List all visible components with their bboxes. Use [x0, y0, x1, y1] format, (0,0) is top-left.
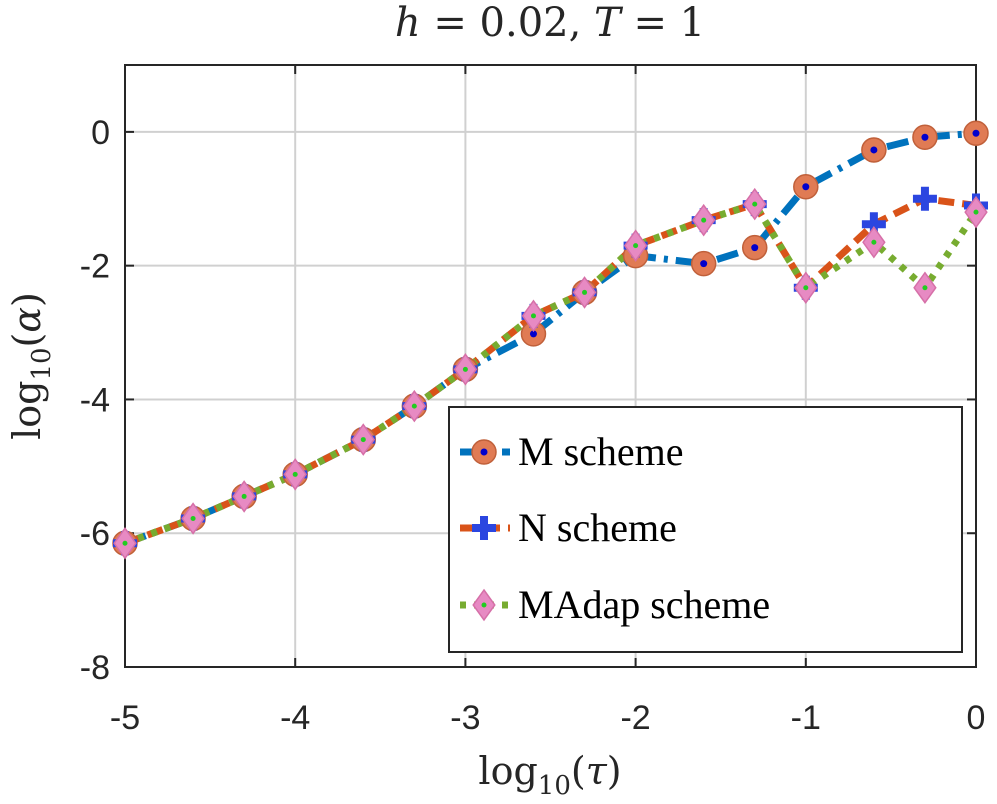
- legend-box: [448, 406, 963, 653]
- series-2-point-center: [190, 516, 196, 522]
- ticks: -5 -4 -3 -2 -1 0 0 -2 -4 -6 -8: [80, 65, 986, 737]
- series-0-point-center: [529, 330, 537, 338]
- series-2-point-center: [530, 313, 536, 319]
- series-line-2: [123, 199, 979, 547]
- chart-title: h = 0.02, T = 1: [395, 0, 705, 46]
- y-tick-label: -2: [80, 248, 110, 286]
- legend-label-2: MAdap scheme: [518, 582, 770, 627]
- series-2-point-center: [122, 540, 128, 546]
- series-2-point-center: [633, 243, 639, 249]
- legend-label-0: M scheme: [518, 429, 684, 474]
- series-line-0: [123, 129, 977, 547]
- series-0-point-center: [870, 146, 878, 154]
- y-tick-label: 0: [91, 114, 110, 152]
- x-tick-label: -3: [450, 699, 480, 737]
- legend-label-1: N scheme: [518, 505, 677, 550]
- series-2-point-center: [462, 366, 468, 372]
- series-1-point: [912, 186, 937, 211]
- x-tick-label: -4: [280, 699, 310, 737]
- x-tick-label: -1: [791, 699, 821, 737]
- series-1-point: [861, 212, 886, 237]
- legend-marker-1: [472, 516, 496, 540]
- series-2-point-center: [360, 437, 366, 443]
- x-tick-label: 0: [967, 699, 986, 737]
- series-2-point-center: [701, 217, 707, 223]
- legend: M scheme N scheme MAdap scheme: [448, 406, 963, 653]
- series-0-point-center: [802, 183, 810, 191]
- y-tick-label: -6: [80, 515, 110, 553]
- series-2-point-center: [582, 289, 588, 295]
- series-0-point-center: [751, 244, 759, 252]
- series-2-point-center: [411, 403, 417, 409]
- x-axis-label: log10(τ): [478, 749, 621, 801]
- legend-marker-2-center: [481, 602, 487, 608]
- series-layer: [112, 120, 989, 560]
- series-2-point-center: [241, 493, 247, 499]
- series-2-point-center: [922, 285, 928, 291]
- legend-marker-0-center: [480, 448, 488, 456]
- series-2-point-center: [973, 209, 979, 215]
- y-axis-label: log10(α): [5, 292, 57, 440]
- series-2-point-center: [752, 201, 758, 207]
- x-tick-label: -2: [620, 699, 650, 737]
- x-tick-label: -5: [110, 699, 140, 737]
- series-0-point-center: [700, 260, 708, 268]
- series-0-point-center: [972, 129, 980, 137]
- y-tick-label: -4: [80, 381, 110, 419]
- series-2-point-center: [803, 285, 809, 291]
- series-2-point-center: [871, 239, 877, 245]
- series-0-point-center: [921, 133, 929, 141]
- plot-frame: [124, 64, 977, 668]
- y-tick-label: -8: [80, 649, 110, 687]
- series-2-point-center: [292, 471, 298, 477]
